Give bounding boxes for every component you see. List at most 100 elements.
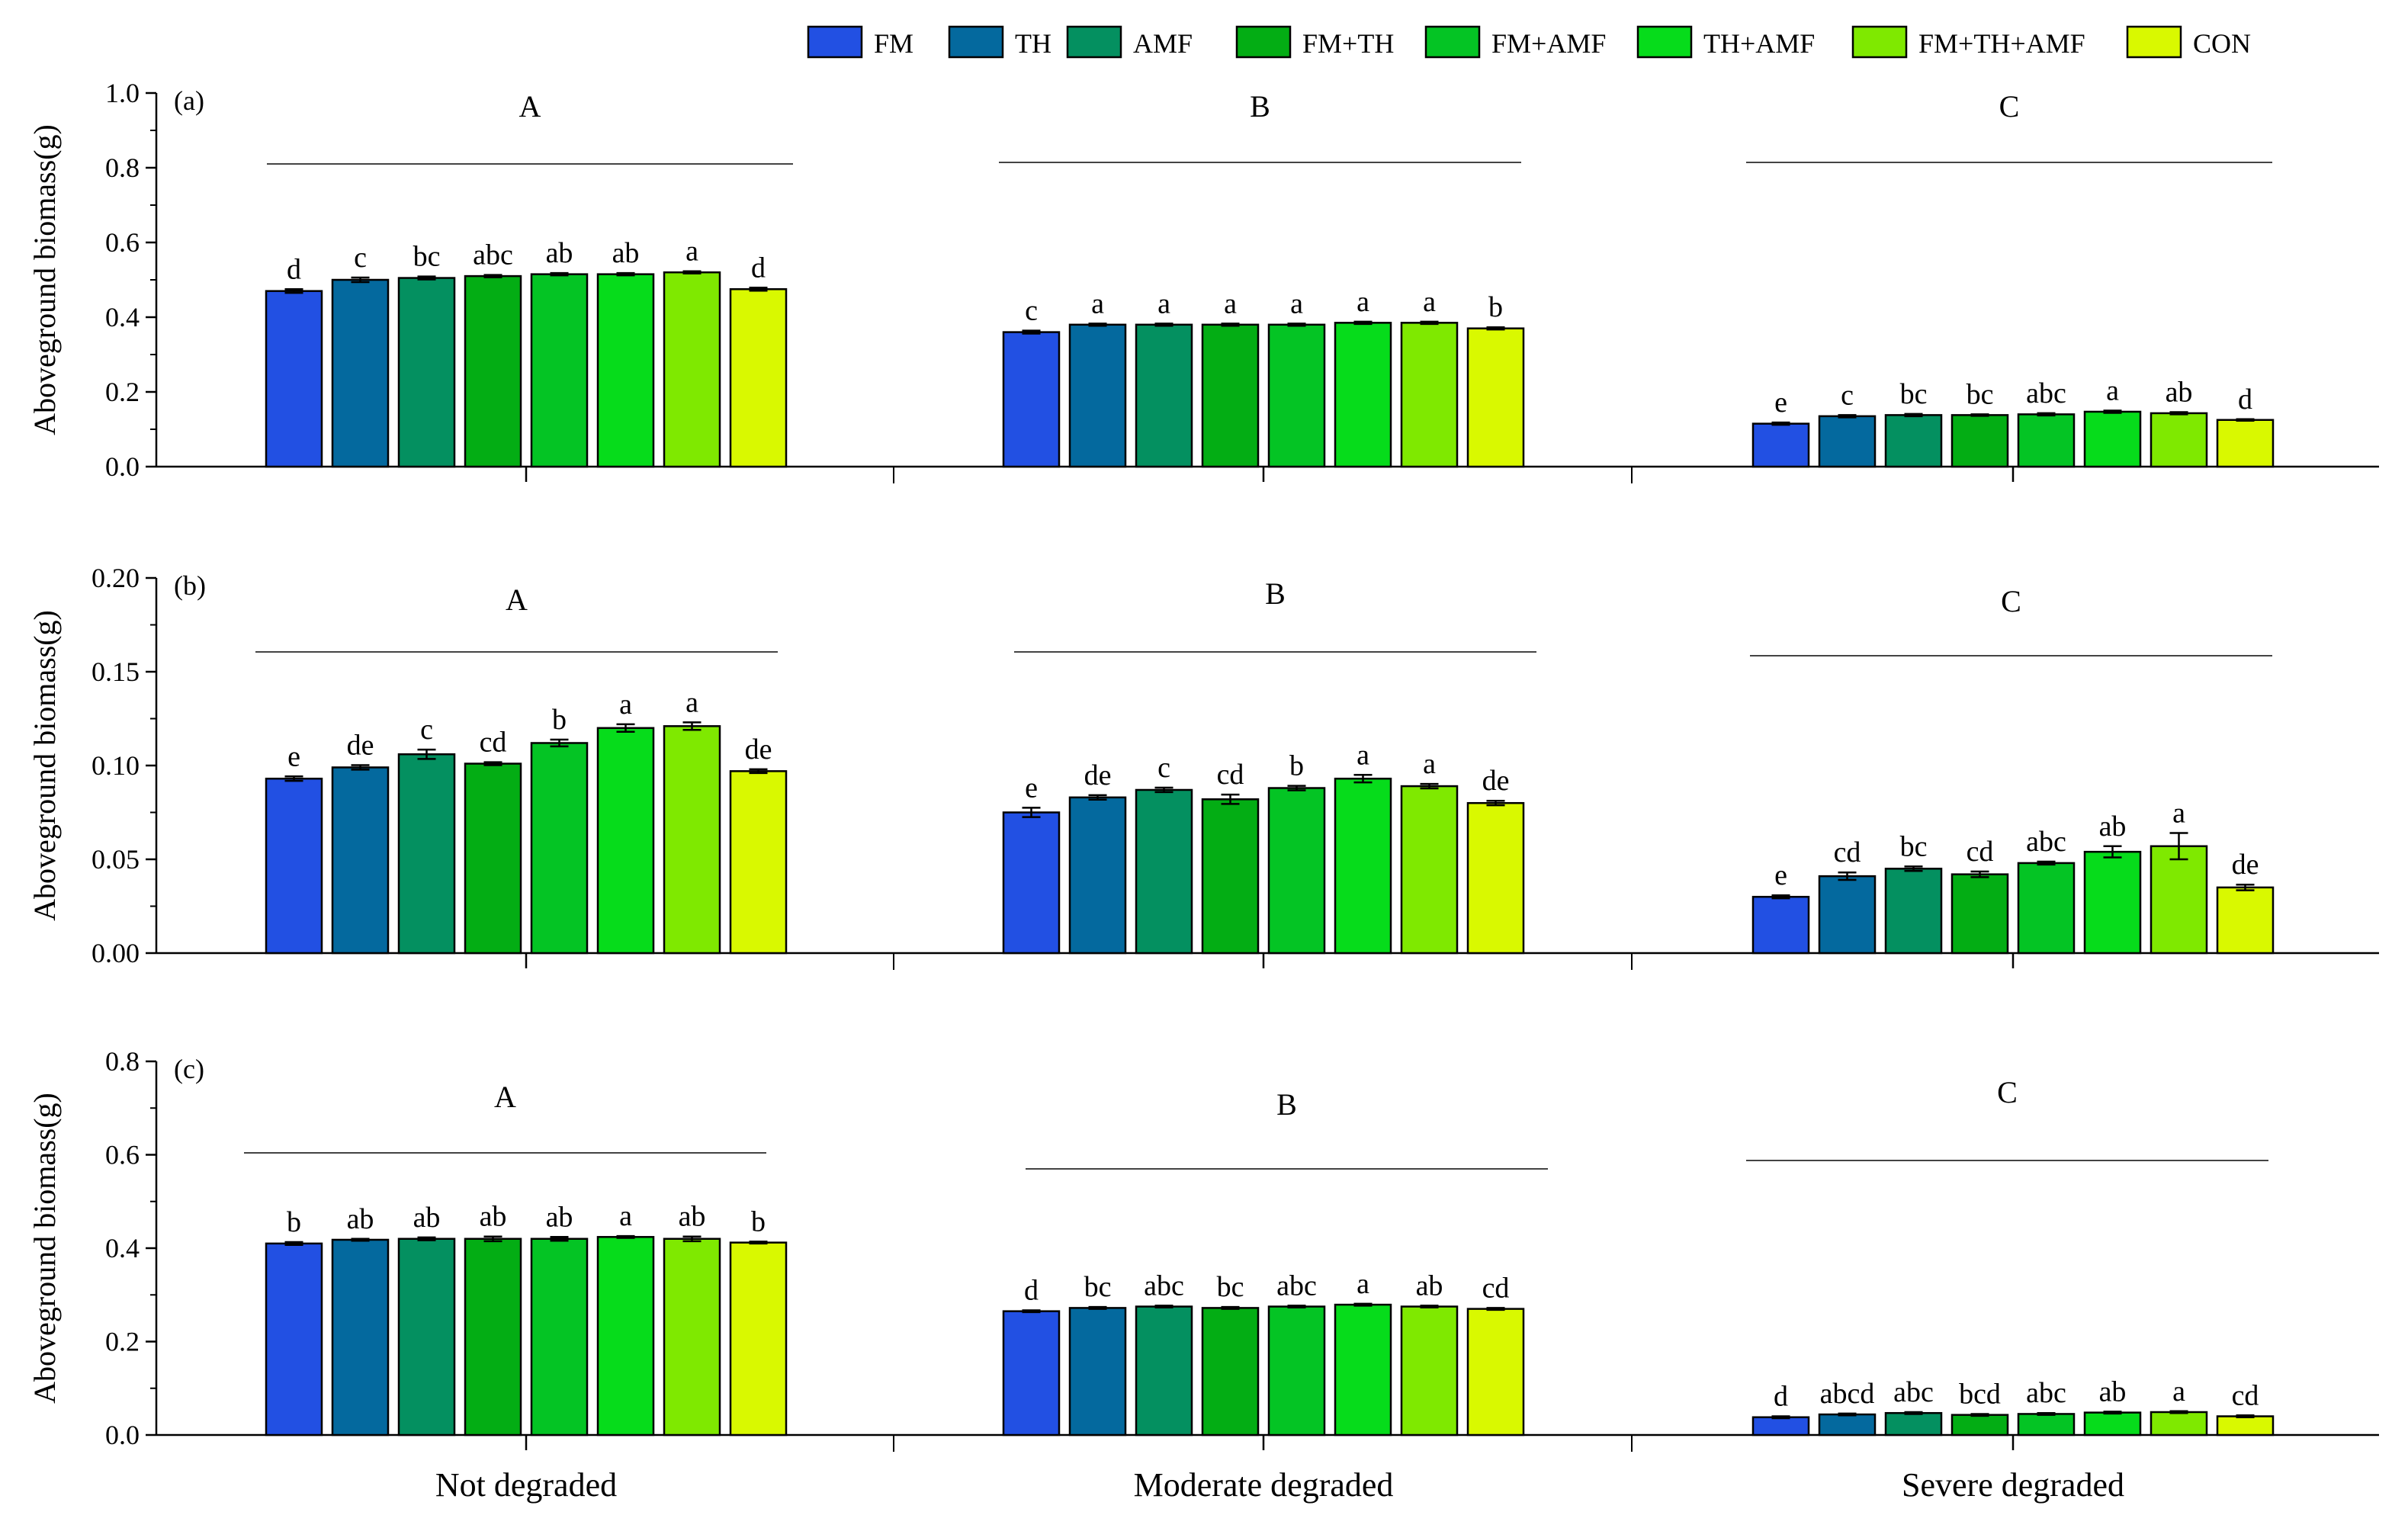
y-tick-label: 0.2 [105,377,140,407]
significance-letter: b [1289,750,1304,782]
significance-letter: a [1423,748,1436,780]
significance-letter: bc [1900,378,1928,410]
significance-letter: ab [2099,811,2127,843]
y-tick-label: 0.4 [105,1233,140,1263]
error-bar [417,748,436,760]
error-bar [616,1234,635,1239]
significance-letter: e [1025,772,1038,804]
error-bar [2037,1411,2056,1416]
error-bar [483,761,502,766]
bar [2017,862,2076,955]
bar [1751,1416,1810,1437]
legend-swatch [1424,25,1481,59]
error-bar [2103,845,2122,859]
significance-letter: bc [413,241,441,273]
bar [265,290,323,468]
group-letter: C [1997,1075,2018,1109]
bar [1068,796,1127,955]
significance-letter: d [1024,1274,1039,1306]
bar [265,1242,323,1437]
significance-letter: b [1488,291,1503,323]
error-bar [616,271,635,277]
error-bar [284,1241,303,1246]
legend-swatch [1066,25,1122,59]
bar [1818,1413,1877,1437]
bar [1751,895,1810,955]
bar [2216,1415,2275,1437]
significance-letter: ab [2099,1376,2127,1408]
bar [1400,785,1459,955]
panel: 0.0 0.2 0.4 0.6 0.8 1.0 Aboveground biomass(g)… [27,78,2379,483]
bar [1267,323,1326,468]
bar [1002,811,1061,955]
error-bar [616,723,635,733]
bar [1884,868,1943,955]
y-tick-label: 0.0 [105,451,140,482]
significance-letter: e [1774,859,1787,891]
error-bar [2037,412,2056,417]
bar [1751,422,1810,468]
error-bar [1838,414,1857,419]
y-tick-label: 0.0 [105,1420,140,1450]
group-letter: C [2001,584,2021,618]
error-bar [1088,1305,1107,1310]
error-bar [483,1235,502,1243]
error-bar [550,738,569,748]
bar [1400,322,1459,468]
significance-letter: abcd [1820,1378,1875,1410]
bar [1334,322,1392,468]
group-letter: A [494,1080,516,1114]
significance-letter: ab [347,1203,374,1235]
significance-letter: ab [546,237,573,269]
bar [530,1237,589,1437]
legend-label: FM+TH+AMF [1918,28,2085,59]
error-bar [1088,323,1107,327]
bar [464,762,522,955]
significance-letter: c [420,714,433,746]
bar [1201,323,1260,468]
error-bar [1970,413,1989,417]
error-bar [1022,329,1041,335]
significance-letter: bcd [1959,1378,2001,1410]
significance-letter: a [685,686,698,718]
legend-swatch [1235,25,1292,59]
error-bar [1904,412,1923,418]
bar [1950,414,2009,468]
significance-letter: bc [1217,1271,1244,1303]
bar [1135,788,1193,955]
bar [1466,801,1525,955]
legend-label: TH [1015,28,1051,59]
bar [729,288,788,468]
x-category-label: Moderate degraded [1134,1466,1394,1504]
bar [1884,414,1943,468]
significance-letter: cd [1834,836,1861,868]
significance-letter: ab [1416,1270,1443,1302]
error-bar [1221,1305,1240,1310]
panel-tag: (b) [174,570,206,601]
significance-letter: ab [612,237,640,269]
significance-letter: de [745,734,772,766]
significance-letter: abc [473,239,513,271]
significance-letter: b [552,704,567,736]
significance-letter: a [2106,375,2119,407]
significance-letter: de [1482,765,1510,797]
legend-label: AMF [1133,28,1193,59]
group-letter: A [519,89,541,124]
significance-letter: a [1091,287,1104,319]
bar [530,742,589,955]
legend-label: CON [2193,28,2251,59]
bar [2150,412,2208,468]
bar [596,1236,655,1437]
error-bar [1970,1413,1989,1417]
error-bar [2236,1414,2255,1418]
error-bar [1771,894,1790,900]
error-bar [1221,793,1240,805]
error-bar [1022,807,1041,818]
significance-letter: ab [679,1201,706,1233]
error-bar [1287,323,1306,327]
error-bar [1420,782,1439,790]
error-bar [1287,785,1306,791]
error-bar [1420,1305,1439,1309]
error-bar [1486,799,1505,807]
significance-letter: ab [2166,376,2193,408]
